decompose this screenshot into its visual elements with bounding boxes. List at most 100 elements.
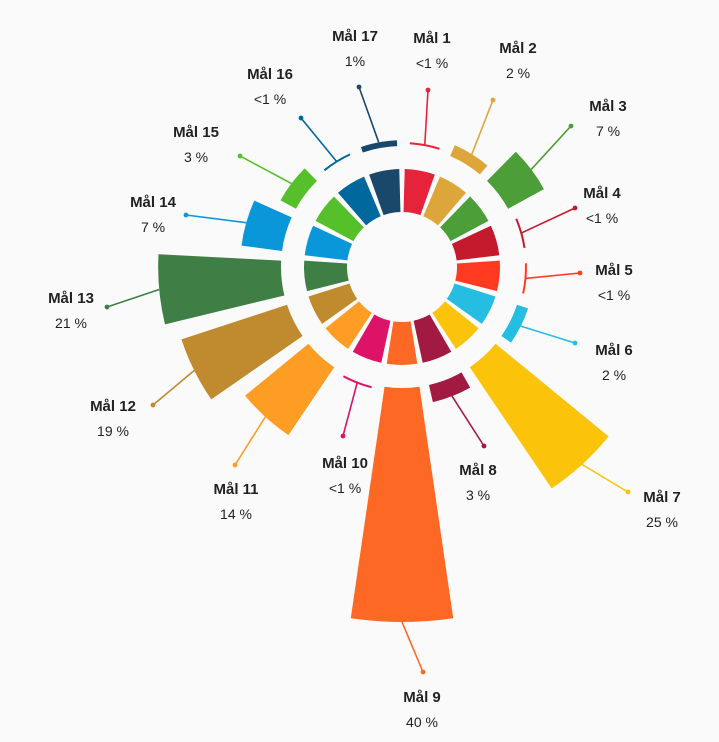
value-label: 3 % bbox=[184, 149, 208, 165]
category-label: Mål 1 bbox=[413, 30, 451, 47]
inner-ring-segment bbox=[325, 301, 372, 349]
value-bar bbox=[469, 343, 609, 489]
value-label: <1 % bbox=[329, 480, 361, 496]
inner-ring-segment bbox=[338, 176, 381, 226]
leader-line bbox=[239, 155, 292, 185]
value-label: <1 % bbox=[416, 55, 448, 71]
leader-dot bbox=[340, 433, 346, 439]
inner-ring-segment bbox=[315, 196, 364, 242]
leader-dot bbox=[625, 489, 631, 495]
category-label: Mål 5 bbox=[595, 262, 633, 279]
leader-dot bbox=[490, 97, 496, 103]
inner-ring-segment bbox=[446, 283, 496, 324]
category-label: Mål 15 bbox=[173, 124, 219, 141]
value-label: 2 % bbox=[506, 65, 530, 81]
inner-ring-segment bbox=[386, 321, 418, 365]
leader-dot bbox=[298, 115, 304, 121]
category-label: Mål 9 bbox=[403, 689, 441, 706]
value-bar bbox=[158, 254, 285, 325]
leader-line bbox=[106, 288, 160, 308]
category-label: Mål 6 bbox=[595, 342, 633, 359]
value-label: 7 % bbox=[141, 219, 165, 235]
value-bar bbox=[360, 140, 398, 153]
category-label: Mål 3 bbox=[589, 98, 627, 115]
value-label: 14 % bbox=[220, 506, 252, 522]
leader-dot bbox=[572, 340, 578, 346]
value-bar bbox=[450, 145, 488, 175]
leader-line bbox=[451, 395, 485, 447]
leader-line bbox=[342, 382, 358, 437]
inner-ring-segment bbox=[304, 225, 353, 261]
leader-dot bbox=[425, 87, 431, 93]
category-label: Mål 8 bbox=[459, 462, 497, 479]
leader-line bbox=[401, 621, 424, 673]
category-label: Mål 17 bbox=[332, 28, 378, 45]
leader-dot bbox=[104, 304, 110, 310]
value-label: 2 % bbox=[602, 367, 626, 383]
leader-dot bbox=[568, 123, 574, 129]
leader-line bbox=[525, 272, 581, 280]
value-label: <1 % bbox=[586, 210, 618, 226]
inner-ring-segment bbox=[455, 260, 500, 292]
category-label: Mål 16 bbox=[247, 66, 293, 83]
inner-ring-segment bbox=[413, 314, 452, 363]
value-bar bbox=[181, 304, 303, 400]
value-bar bbox=[428, 372, 471, 403]
category-label: Mål 2 bbox=[499, 40, 537, 57]
value-bar bbox=[323, 153, 351, 172]
leader-dot bbox=[356, 84, 362, 90]
category-label: Mål 13 bbox=[48, 290, 94, 307]
value-label: 40 % bbox=[406, 714, 438, 730]
leader-dot bbox=[183, 212, 189, 218]
leader-dot bbox=[237, 153, 243, 159]
inner-ring-segment bbox=[440, 196, 489, 242]
category-label: Mål 11 bbox=[213, 481, 258, 498]
inner-ring-segment bbox=[432, 301, 479, 349]
inner-ring-segment bbox=[308, 283, 358, 324]
leader-line bbox=[520, 325, 576, 344]
category-label: Mål 4 bbox=[583, 185, 621, 202]
leader-dot bbox=[150, 402, 156, 408]
leader-dot bbox=[577, 270, 583, 276]
leader-line bbox=[530, 125, 572, 170]
value-label: 21 % bbox=[55, 315, 87, 331]
category-label: Mål 7 bbox=[643, 489, 681, 506]
inner-ring-segment bbox=[303, 260, 349, 292]
leader-dot bbox=[420, 669, 426, 675]
leader-line bbox=[358, 86, 380, 143]
leader-dot bbox=[481, 443, 487, 449]
value-bar bbox=[515, 218, 526, 249]
value-bar bbox=[522, 263, 527, 294]
category-label: Mål 10 bbox=[322, 455, 368, 472]
value-label: 1% bbox=[345, 53, 365, 69]
inner-ring-segment bbox=[403, 169, 435, 216]
leader-line bbox=[300, 117, 338, 163]
leader-line bbox=[185, 214, 247, 224]
leader-line bbox=[581, 463, 629, 493]
value-bar bbox=[409, 142, 440, 150]
value-bar bbox=[487, 151, 544, 209]
value-label: 25 % bbox=[646, 514, 678, 530]
inner-ring-segment bbox=[369, 169, 401, 216]
leader-dot bbox=[232, 462, 238, 468]
inner-ring-segment bbox=[423, 176, 466, 226]
leader-line bbox=[152, 369, 195, 406]
value-label: <1 % bbox=[598, 287, 630, 303]
leader-line bbox=[471, 99, 494, 155]
leader-line bbox=[520, 207, 576, 234]
value-label: 19 % bbox=[97, 423, 129, 439]
value-bar bbox=[350, 386, 454, 623]
value-label: <1 % bbox=[254, 91, 286, 107]
category-label: Mål 14 bbox=[130, 194, 177, 211]
value-bar bbox=[501, 304, 529, 343]
value-bar bbox=[245, 343, 335, 436]
leader-line bbox=[423, 89, 429, 146]
value-bar bbox=[280, 168, 317, 209]
inner-ring-segment bbox=[352, 314, 391, 363]
value-label: 3 % bbox=[466, 487, 490, 503]
leader-dot bbox=[572, 205, 578, 211]
value-bar bbox=[342, 375, 372, 389]
inner-ring-segment bbox=[451, 225, 500, 261]
value-label: 7 % bbox=[596, 123, 620, 139]
